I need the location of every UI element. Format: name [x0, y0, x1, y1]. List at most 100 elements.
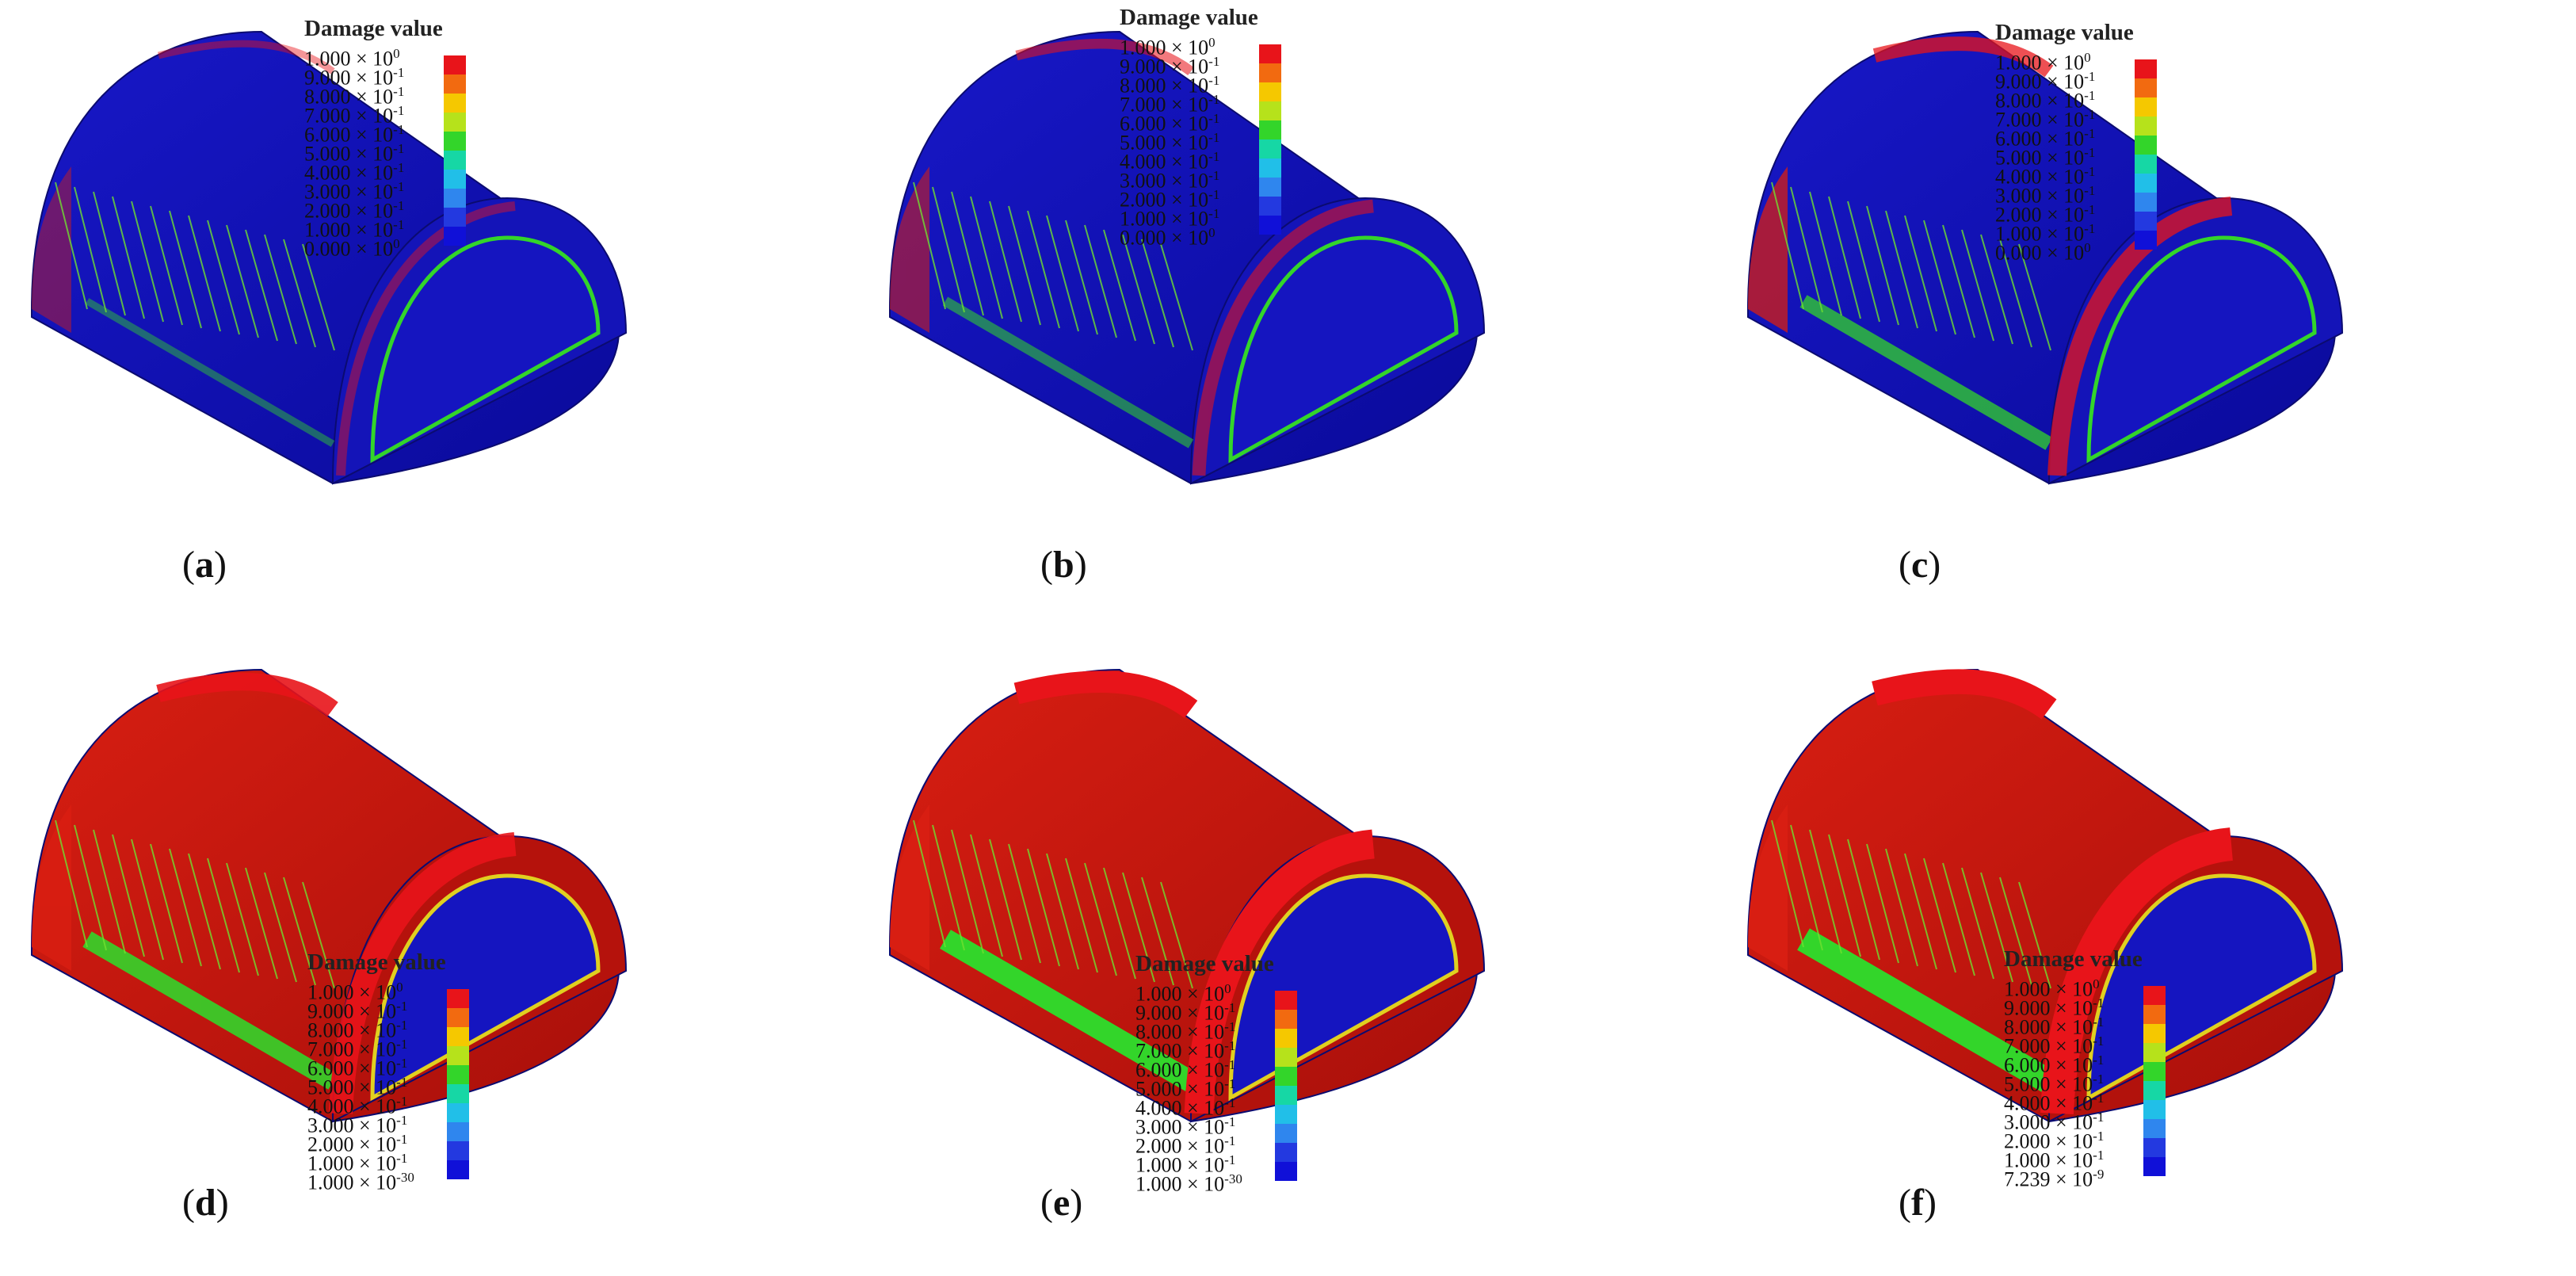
colorbar-segment — [1275, 1143, 1297, 1162]
legend-tick: 1.000 × 100 — [304, 46, 400, 71]
vault-arch-inner — [370, 235, 601, 464]
colorbar-segment — [1259, 63, 1281, 82]
legend-tick: 0.000 × 100 — [1120, 225, 1215, 250]
legend-tick: 7.000 × 10-1 — [1120, 92, 1220, 117]
legend-tick: 5.000 × 10-1 — [1995, 145, 2096, 170]
legend-tick: 7.000 × 10-1 — [1135, 1038, 1236, 1063]
crack-lines — [1771, 181, 2051, 351]
legend-tick: 0.000 × 100 — [1995, 240, 2091, 265]
colorbar-segment — [444, 170, 466, 189]
legend-tick: 1.000 × 100 — [1135, 981, 1231, 1006]
colorbar-segment — [1275, 1048, 1297, 1067]
panel-caption: (a) — [182, 544, 227, 586]
legend-tick: 4.000 × 10-1 — [2004, 1091, 2105, 1115]
colorbar — [447, 989, 469, 1179]
vault-arch-inner — [1228, 235, 1459, 464]
colorbar-segment — [2143, 1005, 2166, 1024]
legend-tick: 6.000 × 10-1 — [2004, 1053, 2105, 1077]
panel-caption: (c) — [1899, 544, 1941, 586]
colorbar-segment — [444, 132, 466, 151]
colorbar-segment — [1275, 1105, 1297, 1124]
legend-tick: 5.000 × 10-1 — [304, 141, 405, 166]
colorbar-segment — [1259, 101, 1281, 120]
legend-tick: 1.000 × 100 — [307, 980, 403, 1004]
panel-caption: (f) — [1899, 1182, 1937, 1224]
legend-tick: 4.000 × 10-1 — [1995, 164, 2096, 189]
panel-f: Damage value 1.000 × 100 9.000 × 10-1 8.000… — [1716, 638, 2574, 1276]
legend-tick: 1.000 × 100 — [2004, 976, 2100, 1001]
legend-tick: 9.000 × 10-1 — [2004, 995, 2105, 1020]
colorbar-segment — [447, 1046, 469, 1065]
colorbar-segment — [2143, 1062, 2166, 1081]
crack-lines — [913, 181, 1193, 351]
colorbar-segment — [2143, 1081, 2166, 1100]
legend-tick: 1.000 × 100 — [1995, 50, 2091, 74]
legend-tick: 5.000 × 10-1 — [307, 1075, 408, 1099]
legend-tick: 5.000 × 10-1 — [1135, 1076, 1236, 1101]
legend-tick: 8.000 × 10-1 — [304, 84, 405, 109]
vault-arch-inner — [370, 873, 601, 1102]
colorbar-segment — [2143, 1138, 2166, 1157]
colorbar-segment — [1275, 1010, 1297, 1029]
colorbar-segment — [2135, 136, 2157, 155]
damage-bands — [890, 38, 1374, 476]
legend-tick: 1.000 × 10-30 — [307, 1170, 414, 1194]
legend-tick: 6.000 × 10-1 — [1120, 111, 1220, 136]
colorbar-segment — [447, 1141, 469, 1160]
colorbar-segment — [447, 1065, 469, 1084]
colorbar-segment — [1259, 139, 1281, 159]
legend-tick: 7.000 × 10-1 — [2004, 1033, 2105, 1058]
legend-tick: 9.000 × 10-1 — [1120, 54, 1220, 78]
vault-model — [889, 668, 1486, 1123]
legend-tick: 8.000 × 10-1 — [1120, 73, 1220, 97]
colorbar-segment — [2143, 1100, 2166, 1119]
colorbar-segment — [2135, 59, 2157, 78]
colorbar-segment — [1259, 197, 1281, 216]
panel-c: Damage value 1.000 × 100 9.000 × 10-1 8.000… — [1716, 0, 2574, 638]
colorbar-segment — [1259, 178, 1281, 197]
legend-tick: 6.000 × 10-1 — [1995, 126, 2096, 151]
colorbar-segment — [447, 1122, 469, 1141]
colorbar-segment — [447, 1027, 469, 1046]
colorbar-segment — [1259, 82, 1281, 101]
colorbar-segment — [2143, 1119, 2166, 1138]
vault-model — [1747, 30, 2344, 485]
colorbar-segment — [1275, 1029, 1297, 1048]
colorbar-segment — [2135, 155, 2157, 174]
colorbar-segment — [2135, 117, 2157, 136]
colorbar-segment — [2135, 231, 2157, 250]
colorbar — [1259, 44, 1281, 235]
colorbar-segment — [1275, 1067, 1297, 1086]
legend-tick: 1.000 × 10-30 — [1135, 1171, 1242, 1196]
legend-tick: 9.000 × 10-1 — [307, 999, 408, 1023]
vault-model — [31, 668, 628, 1123]
legend-tick: 1.000 × 10-1 — [307, 1151, 408, 1175]
colorbar-segment — [447, 989, 469, 1008]
legend-tick: 4.000 × 10-1 — [1120, 149, 1220, 174]
colorbar — [2143, 986, 2166, 1176]
damage-bands — [32, 40, 516, 476]
crack-lines — [55, 181, 335, 351]
legend-tick: 7.000 × 10-1 — [307, 1037, 408, 1061]
vault-model — [889, 30, 1486, 485]
colorbar-segment — [1259, 44, 1281, 63]
colorbar-segment — [447, 1084, 469, 1103]
panel-d: Damage value 1.000 × 100 9.000 × 10-1 8.000… — [0, 638, 858, 1276]
panel-b: Damage value 1.000 × 100 9.000 × 10-1 8.000… — [858, 0, 1716, 638]
legend-tick: 3.000 × 10-1 — [304, 179, 405, 204]
legend-tick: 7.000 × 10-1 — [304, 103, 405, 128]
legend-title: Damage value — [304, 16, 443, 41]
vault-model — [31, 30, 628, 485]
legend-tick: 1.000 × 10-1 — [304, 217, 405, 242]
legend-tick: 2.000 × 10-1 — [1135, 1133, 1236, 1158]
colorbar-segment — [1259, 120, 1281, 139]
legend-tick: 2.000 × 10-1 — [1995, 202, 2096, 227]
colorbar-segment — [2143, 1024, 2166, 1043]
colorbar-segment — [2135, 212, 2157, 231]
colorbar-segment — [1259, 159, 1281, 178]
legend-title: Damage value — [2004, 946, 2143, 972]
legend-tick: 1.000 × 100 — [1120, 35, 1215, 59]
legend-title: Damage value — [1135, 951, 1274, 976]
legend-tick: 9.000 × 10-1 — [1135, 1000, 1236, 1025]
legend-tick: 2.000 × 10-1 — [307, 1132, 408, 1156]
